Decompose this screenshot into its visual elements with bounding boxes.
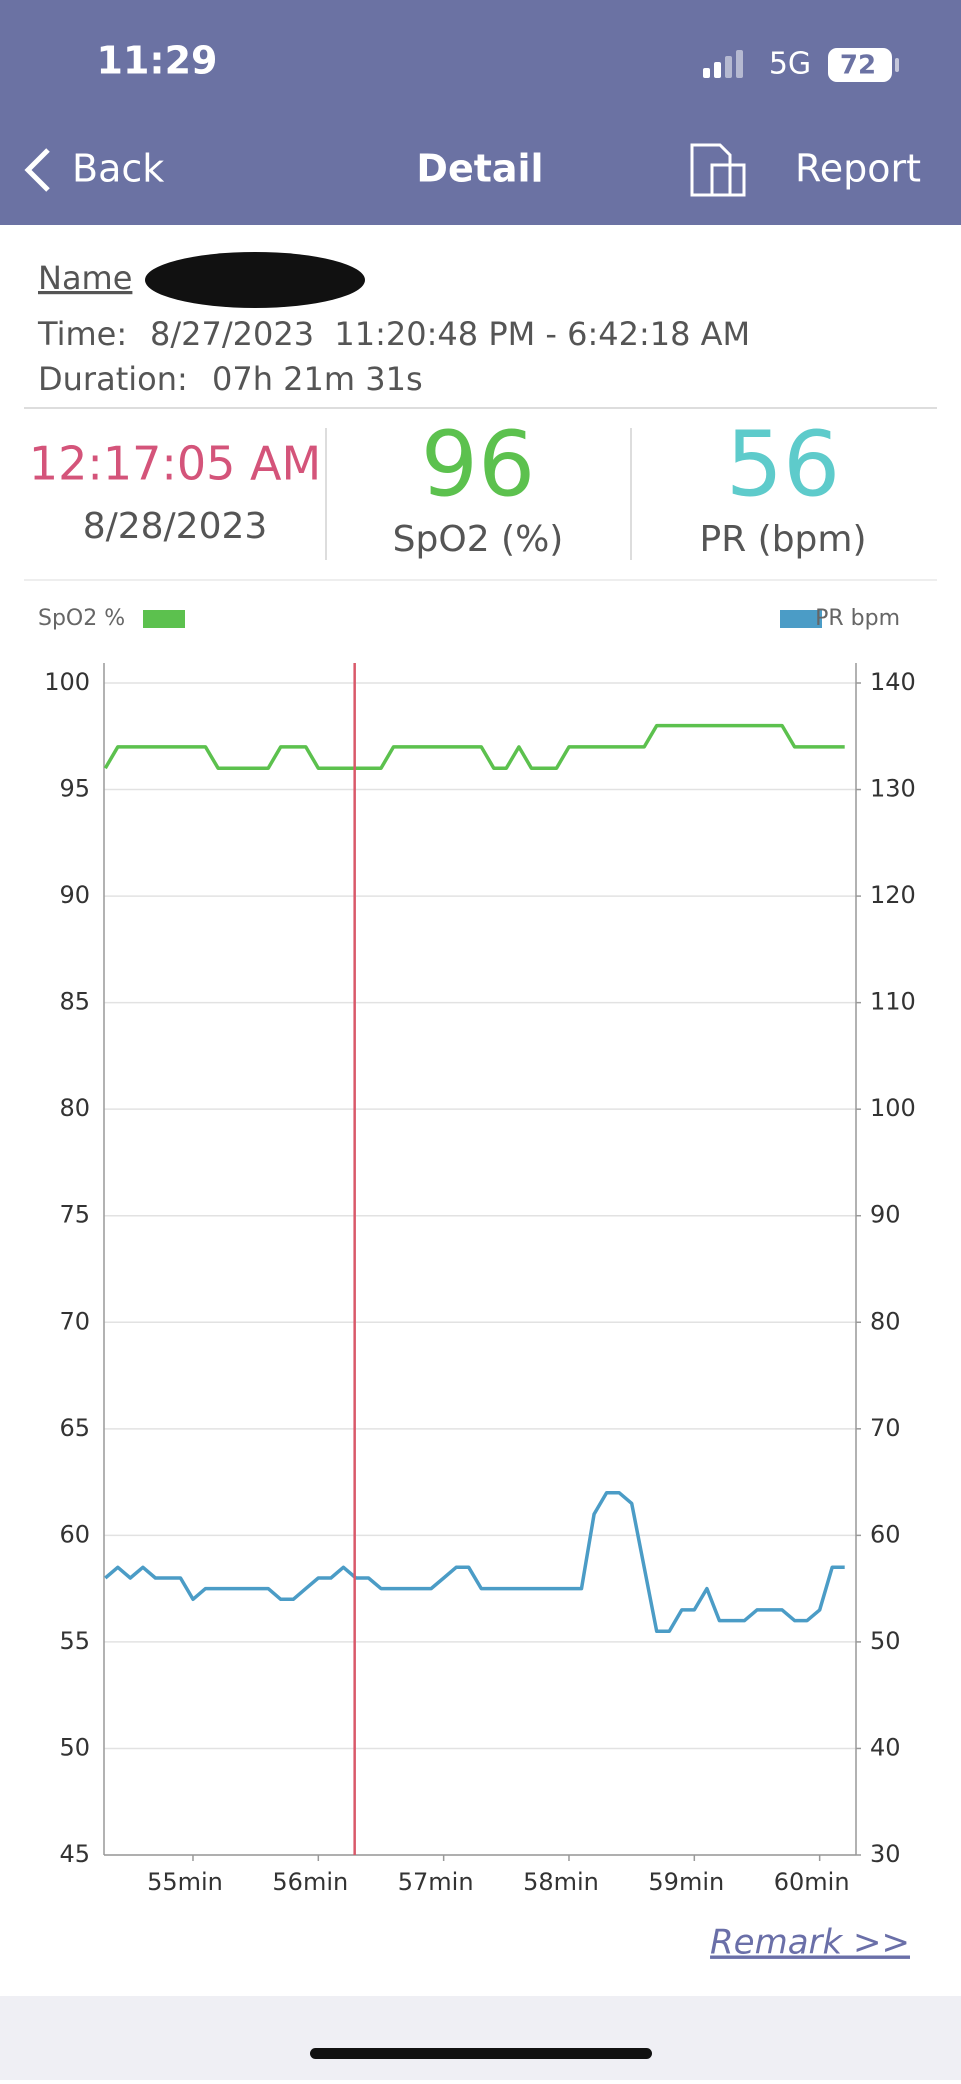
y2-tick-label: 130 [870, 775, 916, 803]
time-label: Time: [37, 315, 127, 353]
y-tick-label: 75 [59, 1201, 90, 1229]
x-tick-label: 56min [272, 1868, 348, 1896]
spo2-label: SpO2 (%) [393, 519, 564, 560]
report-icon[interactable] [690, 143, 746, 197]
battery-level: 72 [840, 51, 876, 81]
legend-label: PR bpm [815, 606, 900, 631]
y-tick-label: 65 [59, 1414, 90, 1442]
y-tick-label: 90 [59, 881, 90, 909]
y-tick-label: 45 [59, 1840, 90, 1868]
duration-value: 07h 21m 31s [212, 360, 423, 398]
home-indicator [310, 2048, 652, 2059]
y-tick-label: 95 [59, 775, 90, 803]
y2-tick-label: 110 [870, 988, 916, 1016]
name-label: Name [38, 259, 132, 297]
network: 5G [769, 47, 811, 82]
summary-time: 12:17:05 AM [29, 437, 321, 491]
nav-title: Detail [416, 147, 543, 191]
signal [703, 50, 743, 78]
redaction [145, 252, 365, 308]
pr-value: 56 [726, 412, 841, 517]
time-value: 8/27/2023 11:20:48 PM - 6:42:18 AM [150, 315, 750, 353]
battery-tip [895, 58, 899, 72]
y2-tick-label: 120 [870, 881, 916, 909]
header-bg [0, 0, 961, 225]
report-button[interactable]: Report [795, 147, 921, 191]
duration-label: Duration: [38, 360, 188, 398]
y-tick-label: 80 [59, 1094, 90, 1122]
y-tick-label: 50 [59, 1733, 90, 1761]
series-line [104, 1490, 845, 1634]
back-arrow[interactable] [24, 148, 50, 192]
y2-tick-label: 140 [870, 668, 916, 696]
spo2-value: 96 [421, 412, 536, 517]
y-tick-label: 60 [59, 1520, 90, 1548]
y2-tick-label: 100 [870, 1094, 916, 1122]
y2-tick-label: 70 [870, 1414, 901, 1442]
y-tick-label: 70 [59, 1307, 90, 1335]
x-tick-label: 59min [648, 1868, 724, 1896]
legend-swatch [143, 610, 185, 628]
x-tick-label: 58min [523, 1868, 599, 1896]
x-tick-label: 57min [398, 1868, 474, 1896]
remark-link[interactable]: Remark >> [710, 1923, 910, 1963]
legend-label: SpO2 % [38, 606, 125, 631]
y-tick-label: 100 [44, 668, 90, 696]
clock: 11:29 [97, 39, 218, 83]
back-button[interactable]: Back [72, 147, 164, 191]
y-tick-label: 85 [59, 988, 90, 1016]
y-tick-label: 55 [59, 1627, 90, 1655]
battery [828, 48, 892, 82]
summary-date: 8/28/2023 [83, 506, 268, 547]
legend-swatch [780, 610, 822, 628]
y2-tick-label: 40 [870, 1733, 901, 1761]
y2-tick-label: 30 [870, 1840, 901, 1868]
footer-bg [0, 1996, 961, 2080]
y2-tick-label: 50 [870, 1627, 901, 1655]
chart: SpO2 % PR bpm 45 50 55 60 65 70 75 80 85 90 95 100 30 4… [38, 606, 916, 1896]
x-tick-label: 55min [147, 1868, 223, 1896]
series-line [103, 723, 845, 770]
y2-tick-label: 80 [870, 1307, 901, 1335]
x-tick-label: 60min [774, 1868, 850, 1896]
y2-tick-label: 60 [870, 1520, 901, 1548]
y2-tick-label: 90 [870, 1201, 901, 1229]
pr-label: PR (bpm) [699, 519, 866, 560]
